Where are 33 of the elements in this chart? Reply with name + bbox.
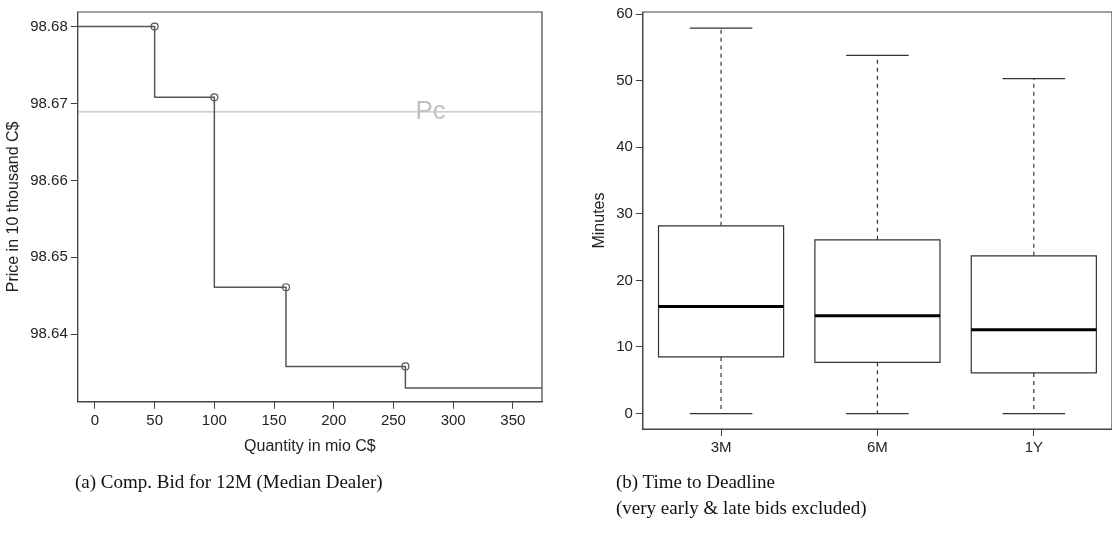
y-tick-label: 60 (616, 4, 633, 22)
y-axis-title: Minutes (590, 192, 608, 249)
ref-line-label: Pc (415, 95, 446, 126)
y-tick-label: 98.68 (30, 16, 68, 34)
x-tick-label: 300 (440, 410, 466, 428)
x-tick-label: 3M (710, 438, 732, 456)
text: (very early & late bids excluded) (616, 496, 867, 520)
x-tick-label: 50 (146, 410, 163, 428)
x-axis-title: Quantity in mio C$ (244, 436, 376, 454)
x-tick-label: 350 (500, 410, 526, 428)
x-tick-label: 200 (321, 410, 347, 428)
x-tick-label: 100 (201, 410, 227, 428)
y-tick-label: 98.67 (30, 93, 68, 111)
y-tick-label: 98.65 (30, 247, 68, 265)
x-tick-label: 0 (90, 410, 100, 428)
y-tick-label: 40 (616, 137, 633, 155)
y-tick-label: 10 (616, 337, 633, 355)
text: (a) Comp. Bid for 12M (Median Dealer) (75, 470, 383, 494)
y-tick-label: 98.64 (30, 324, 68, 342)
x-tick-label: 150 (261, 410, 287, 428)
point (401, 362, 410, 371)
y-tick-label: 50 (616, 70, 633, 88)
x-tick-label: 1Y (1024, 438, 1043, 456)
point (150, 22, 159, 31)
y-tick-label: 20 (616, 270, 633, 288)
text: (b) Time to Deadline (616, 470, 775, 494)
y-tick-label: 98.66 (30, 170, 68, 188)
x-tick-label: 250 (380, 410, 406, 428)
point (281, 283, 291, 292)
point (210, 93, 219, 102)
y-tick-label: 30 (616, 203, 633, 221)
x-tick-label: 6M (867, 438, 888, 456)
y-axis-title: Price in 10 thousand C$ (4, 121, 22, 293)
